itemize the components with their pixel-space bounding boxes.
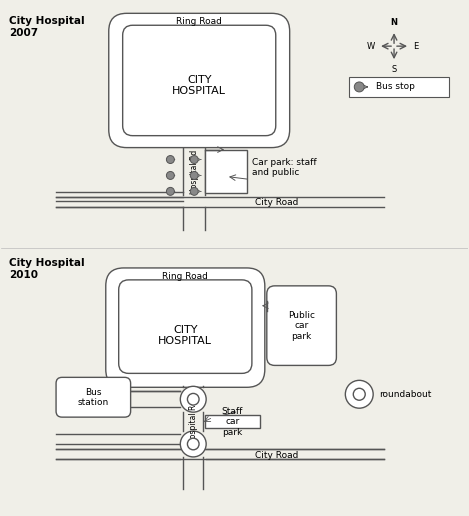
Circle shape [354,82,364,92]
Bar [349,77,449,97]
Text: Car park: staff
and public: Car park: staff and public [252,157,317,177]
Text: City Road: City Road [255,452,298,460]
FancyBboxPatch shape [109,13,290,148]
Text: W: W [367,42,375,51]
Text: Bus
station: Bus station [78,388,109,407]
Text: Bus stop: Bus stop [376,83,415,91]
Text: Public
car
park: Public car park [288,311,315,341]
Circle shape [166,155,174,164]
Text: roundabout: roundabout [379,390,431,399]
Bar [205,150,247,194]
Circle shape [190,187,198,196]
Circle shape [353,389,365,400]
Text: S: S [392,65,397,74]
Circle shape [180,386,206,412]
Text: CITY
HOSPITAL: CITY HOSPITAL [172,75,226,96]
Circle shape [190,155,198,164]
FancyBboxPatch shape [267,286,336,365]
Text: Hospital Rd: Hospital Rd [190,149,199,194]
Circle shape [166,171,174,180]
FancyBboxPatch shape [106,268,265,388]
Text: Ring Road: Ring Road [162,272,208,281]
Circle shape [180,431,206,457]
Circle shape [166,187,174,196]
Text: Staff
car
park: Staff car park [222,407,243,437]
Circle shape [345,380,373,408]
FancyBboxPatch shape [119,280,252,374]
FancyBboxPatch shape [56,377,131,417]
Circle shape [188,438,199,450]
Text: Hospital Rd: Hospital Rd [189,399,198,444]
Text: City Road: City Road [255,198,298,207]
Bar [205,415,260,428]
Circle shape [190,171,198,180]
Text: CITY
HOSPITAL: CITY HOSPITAL [159,325,212,346]
Text: E: E [413,42,418,51]
Text: Ring Road: Ring Road [176,18,222,26]
FancyBboxPatch shape [123,25,276,136]
Text: City Hospital
2007: City Hospital 2007 [9,17,85,38]
Text: City Hospital
2010: City Hospital 2010 [9,258,85,280]
Text: N: N [391,18,398,27]
Circle shape [188,393,199,405]
